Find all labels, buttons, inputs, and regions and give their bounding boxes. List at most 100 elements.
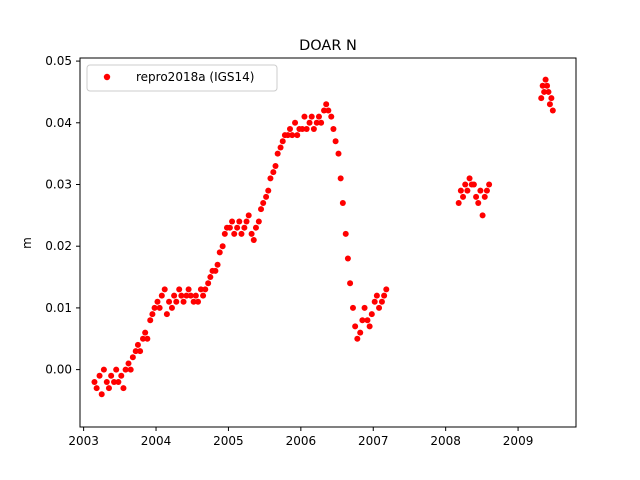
data-point [267, 175, 274, 182]
data-point [221, 230, 228, 237]
data-point [260, 200, 267, 207]
data-point [349, 304, 356, 311]
data-point [279, 138, 286, 145]
x-tick-label: 2004 [141, 434, 172, 448]
data-point [342, 230, 349, 237]
data-point [477, 187, 484, 194]
data-point [134, 341, 141, 348]
data-point [238, 230, 245, 237]
data-point [548, 95, 555, 102]
x-tick-label: 2009 [503, 434, 534, 448]
x-tick-label: 2006 [286, 434, 317, 448]
data-point [168, 304, 175, 311]
data-point [231, 230, 238, 237]
data-point [347, 280, 354, 287]
y-tick-label: 0.00 [45, 363, 72, 377]
data-point [103, 378, 110, 385]
data-point [292, 119, 299, 126]
data-point [549, 107, 556, 114]
data-point [344, 255, 351, 262]
data-point [473, 193, 480, 200]
data-point [359, 317, 366, 324]
legend-label: repro2018a (IGS14) [136, 70, 254, 84]
data-point [250, 237, 257, 244]
data-point [214, 261, 221, 268]
data-point [383, 286, 390, 293]
data-point [197, 286, 204, 293]
data-point [258, 206, 265, 213]
data-point [323, 101, 330, 108]
y-tick-label: 0.03 [45, 177, 72, 191]
data-point [308, 113, 315, 120]
data-point [125, 360, 132, 367]
data-point [284, 132, 291, 139]
data-point [178, 292, 185, 299]
data-point [294, 132, 301, 139]
data-point [464, 187, 471, 194]
data-point [205, 280, 212, 287]
data-point [140, 335, 146, 342]
data-point [173, 298, 180, 305]
data-point [166, 298, 173, 305]
data-point [364, 317, 371, 324]
data-point [248, 230, 255, 237]
data-point [255, 218, 262, 225]
data-point [462, 181, 469, 188]
data-point [115, 378, 122, 385]
legend: repro2018a (IGS14) [86, 64, 278, 92]
data-point [310, 125, 317, 132]
data-point [219, 243, 226, 250]
data-point [299, 125, 306, 132]
data-point [479, 212, 486, 219]
data-point [147, 317, 154, 324]
data-point [321, 107, 328, 114]
data-point [93, 385, 100, 392]
data-point [325, 107, 332, 114]
x-tick-label: 2008 [430, 434, 461, 448]
data-point [187, 292, 194, 299]
data-point [229, 218, 236, 225]
data-point [277, 144, 284, 151]
data-point [301, 113, 308, 120]
data-point [243, 218, 250, 225]
data-point [120, 385, 127, 392]
data-point [207, 274, 214, 281]
legend-box [86, 64, 278, 92]
data-point [154, 298, 161, 305]
data-point [541, 88, 548, 95]
data-point [132, 348, 139, 355]
data-point [96, 372, 103, 379]
data-point [236, 218, 243, 225]
data-point [142, 329, 149, 336]
data-point [366, 323, 373, 330]
x-tick-label: 2003 [68, 434, 99, 448]
data-point [475, 200, 482, 207]
data-point [137, 348, 144, 355]
data-point [483, 187, 490, 194]
data-point [108, 372, 115, 379]
data-point [318, 119, 325, 126]
data-point [274, 150, 281, 157]
data-point [339, 200, 346, 207]
data-point [361, 304, 368, 311]
data-point [149, 311, 156, 318]
data-point [306, 119, 313, 126]
legend-marker [103, 73, 111, 81]
data-point [183, 292, 190, 299]
y-tick-label: 0.04 [45, 116, 72, 130]
data-point [122, 366, 129, 373]
plot-area [91, 76, 556, 398]
data-point [357, 329, 364, 336]
data-point [252, 224, 259, 231]
data-point [105, 385, 112, 392]
data-point [241, 224, 248, 231]
data-point [190, 298, 197, 305]
data-point [195, 298, 202, 305]
data-point [263, 193, 270, 200]
data-point [265, 187, 272, 194]
data-point [546, 101, 553, 108]
data-point [539, 82, 546, 89]
data-point [373, 292, 380, 299]
data-point [171, 292, 178, 299]
